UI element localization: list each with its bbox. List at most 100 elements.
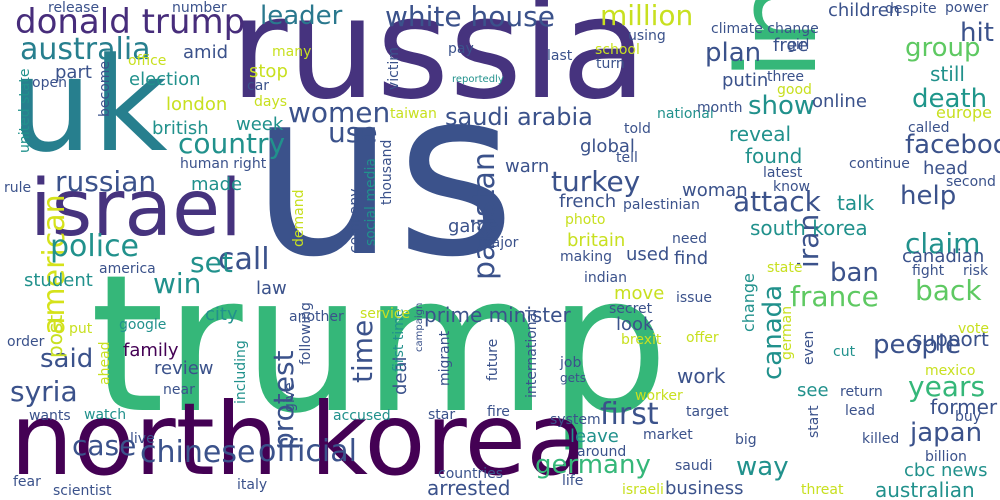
word-thousand: thousand [379, 139, 395, 205]
word-amid: amid [183, 42, 228, 63]
word-saudi-arabia: saudi arabia [445, 103, 593, 131]
word-start: start [806, 405, 822, 438]
word-found: found [745, 144, 803, 168]
word-win: win [153, 267, 202, 300]
word-put: put [69, 321, 93, 337]
word-last: last [547, 48, 573, 64]
word-student: student [24, 270, 93, 291]
word-north-korea: north korea [10, 381, 588, 498]
word-russian: russian [55, 165, 157, 198]
word-look: look [616, 314, 654, 335]
word-game: game [448, 216, 500, 237]
word-said: said [40, 344, 94, 374]
word-still: still [930, 62, 965, 86]
word-us: us [250, 41, 516, 308]
word-become: become [97, 60, 113, 117]
word-second: second [946, 174, 996, 190]
word-social-media: social media [363, 158, 379, 246]
word-tell: tell [616, 150, 638, 166]
word-canadian: canadian [902, 246, 985, 267]
word-service: service [360, 306, 411, 322]
word-germany: germany [535, 450, 651, 480]
word-cut: cut [833, 344, 856, 360]
word-way: way [736, 452, 789, 482]
word-many: many [272, 44, 312, 60]
word-facebook: facebook [905, 130, 1000, 160]
word-find: find [674, 248, 709, 269]
word-see: see [797, 380, 829, 401]
word-official: official [258, 434, 357, 469]
word-including: including [233, 340, 249, 404]
word-national: national [657, 106, 714, 122]
word-threat: threat [801, 482, 844, 498]
word-told: told [624, 121, 651, 137]
word-french: french [559, 191, 617, 212]
word-white-house: white house [385, 0, 555, 33]
word-election: election [129, 69, 201, 90]
word-saudi: saudi [675, 458, 713, 474]
word-vote: vote [958, 321, 989, 337]
word-used: used [626, 244, 670, 265]
word-killed: killed [862, 431, 900, 447]
word-future: future [485, 338, 501, 381]
word-good: good [777, 82, 812, 98]
word-france: france [790, 280, 879, 313]
word-near: near [163, 382, 195, 398]
word-cbc-news: cbc news [904, 460, 988, 481]
word-school: school [595, 42, 640, 58]
word-another: another [289, 309, 344, 325]
word-former: former [930, 395, 998, 419]
word-wants: wants [29, 408, 71, 424]
word-uk: uk [10, 29, 168, 181]
word-europe: europe [936, 103, 992, 122]
word-need: need [672, 231, 707, 247]
word-taiwan: taiwan [390, 106, 437, 122]
word-support: support [912, 327, 989, 351]
word-despite: despite [885, 1, 937, 17]
word-countries: countries [438, 466, 504, 482]
word-around: around [577, 444, 627, 460]
word-years: years [908, 370, 986, 403]
word-putin: putin [722, 70, 769, 91]
word-gets: gets [560, 371, 586, 385]
word-lead: lead [845, 403, 875, 419]
word-latest: latest [763, 165, 803, 181]
word-pay: pay [448, 41, 474, 57]
word-british: british [152, 118, 209, 139]
word-million: million [600, 0, 694, 32]
word-rule: rule [4, 180, 32, 196]
word-call: call [218, 242, 270, 277]
word-attack: attack [733, 185, 821, 218]
word-prime-minister: prime minister [424, 303, 571, 327]
word-change: change [739, 273, 758, 332]
word-secret: secret [609, 301, 653, 317]
word-turn: turn [596, 56, 625, 72]
word-power: power [945, 0, 989, 16]
word-month: month [697, 100, 743, 116]
word-indian: indian [584, 270, 627, 286]
word-accused: accused [333, 408, 391, 424]
word-campaign: campaign [414, 302, 425, 352]
word-job: job [560, 355, 582, 371]
word-fear: fear [13, 474, 41, 490]
word-police: police [50, 229, 140, 264]
word-warn: warn [505, 156, 550, 177]
word-ban: ban [830, 258, 879, 288]
word-syria: syria [10, 375, 78, 408]
word-major: major [478, 235, 519, 251]
word-worker: worker [635, 388, 683, 404]
word-china: china [976, 0, 1000, 10]
word-city: city [205, 304, 238, 325]
word-russia: russia [230, 0, 647, 131]
word-international: international [524, 308, 540, 398]
word-show: show [748, 91, 816, 121]
word-america: america [99, 261, 156, 277]
word-israeli: israeli [622, 482, 664, 498]
word-trump: trump [90, 234, 669, 455]
word-online: online [812, 91, 867, 112]
word-german: german [779, 305, 795, 360]
word-called: called [908, 120, 950, 136]
word-donald-trump: donald trump [15, 2, 246, 42]
word-leader: leader [260, 1, 343, 31]
